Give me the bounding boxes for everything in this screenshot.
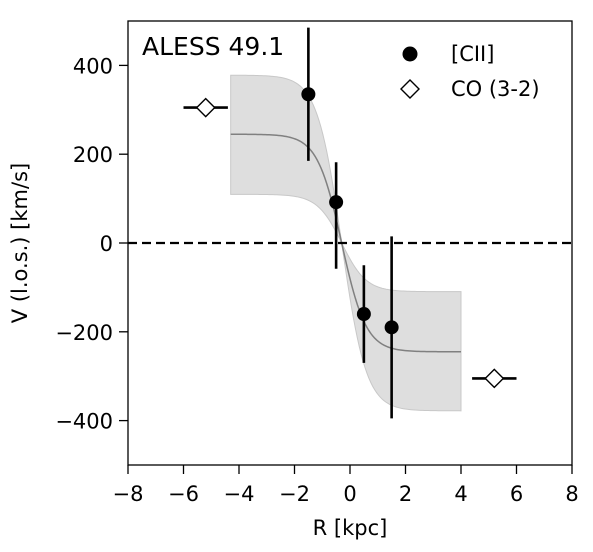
x-tick-label: 8 <box>565 482 578 506</box>
x-tick-label: −8 <box>113 482 144 506</box>
legend-cii-marker <box>402 46 418 62</box>
y-tick-label: 0 <box>100 232 113 256</box>
legend-co-label: CO (3-2) <box>451 77 540 101</box>
chart-title: ALESS 49.1 <box>142 32 284 61</box>
x-tick-label: 2 <box>399 482 412 506</box>
cii-point <box>329 195 344 210</box>
x-tick-label: 4 <box>454 482 467 506</box>
legend-cii-label: [CII] <box>451 42 494 66</box>
y-tick-label: −200 <box>55 321 113 345</box>
x-tick-label: −6 <box>168 482 199 506</box>
cii-point <box>384 320 399 335</box>
y-axis-label: V (l.o.s.) [km/s] <box>8 163 32 323</box>
legend-co-marker <box>400 79 420 99</box>
co-point <box>484 368 505 389</box>
y-tick-label: 400 <box>73 54 113 78</box>
x-tick-label: 6 <box>510 482 523 506</box>
co-point <box>195 97 216 118</box>
x-tick-label: 0 <box>343 482 356 506</box>
x-tick-label: −2 <box>279 482 310 506</box>
legend: [CII] CO (3-2) <box>400 42 540 101</box>
y-tick-label: −400 <box>55 410 113 434</box>
y-tick-label: 200 <box>73 143 113 167</box>
x-tick-label: −4 <box>224 482 255 506</box>
cii-point <box>356 307 371 322</box>
x-axis-label: R [kpc] <box>313 516 388 540</box>
cii-point <box>301 87 316 102</box>
model-curve <box>230 133 462 353</box>
